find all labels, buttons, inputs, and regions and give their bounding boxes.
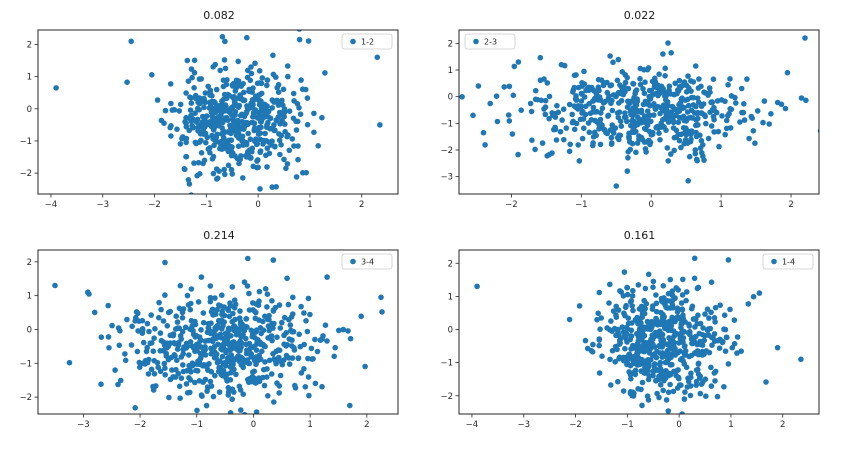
legend-marker — [472, 38, 479, 45]
x-tick-label: 0 — [255, 200, 260, 210]
x-tick-label: −1 — [575, 200, 588, 210]
y-tick-label: −1 — [440, 359, 453, 369]
x-tick-label: −4 — [45, 200, 58, 210]
x-tick-label: 0 — [676, 420, 681, 430]
y-tick-label: 2 — [447, 39, 452, 49]
plot-title: 0.082 — [203, 9, 235, 22]
x-tick-label: 2 — [359, 200, 364, 210]
y-tick-label: −2 — [19, 393, 32, 403]
scatter-points — [52, 255, 385, 414]
y-tick-label: 0 — [447, 93, 452, 103]
x-tick-label: −2 — [134, 420, 147, 430]
x-tick-label: −3 — [517, 420, 530, 430]
legend: 1-2 — [341, 33, 393, 50]
subplot-bottom-right: 0.161 −4 −3 −2 −1 0 1 2 −2 −1 0 1 2 1-4 — [423, 228, 844, 444]
y-tick-label: 1 — [27, 292, 32, 302]
x-tick-label: −3 — [77, 420, 90, 430]
x-tick-label: 0 — [648, 200, 653, 210]
subplot-top-left: 0.082 −4 −3 −2 −1 0 1 2 −2 −1 0 1 2 1-2 — [2, 8, 423, 224]
legend-label: 2-3 — [484, 38, 497, 47]
scatter-points — [458, 35, 819, 189]
x-tick-label: 2 — [788, 200, 793, 210]
y-tick-label: 2 — [447, 259, 452, 269]
y-tick-label: 1 — [447, 66, 452, 76]
y-tick-label: −1 — [19, 137, 32, 147]
legend-label: 3-4 — [361, 258, 374, 267]
y-tick-label: 0 — [447, 326, 452, 336]
x-tick-label: 1 — [307, 200, 312, 210]
x-tick-label: 2 — [364, 420, 369, 430]
x-tick-label: 1 — [718, 200, 723, 210]
axes-spines — [458, 249, 819, 415]
legend-marker — [770, 258, 777, 265]
y-tick-label: −1 — [19, 359, 32, 369]
y-tick-label: −2 — [440, 146, 453, 156]
y-tick-label: 0 — [27, 325, 32, 335]
x-tick-label: −1 — [190, 420, 203, 430]
axes-spines — [458, 29, 819, 195]
x-tick-label: 1 — [307, 420, 312, 430]
x-tick-label: −4 — [465, 420, 478, 430]
x-tick-label: 2 — [780, 420, 785, 430]
x-tick-label: 0 — [251, 420, 256, 430]
subplot-top-right: 0.022 −2 −1 0 1 2 −3 −2 −1 0 1 2 2-3 — [423, 8, 844, 224]
x-tick-label: −2 — [148, 200, 161, 210]
x-tick-label: −2 — [569, 420, 582, 430]
legend: 2-3 — [464, 33, 515, 50]
y-tick-label: −1 — [440, 119, 453, 129]
axes-spines — [37, 249, 399, 415]
y-tick-label: −2 — [19, 169, 32, 179]
scatter-points — [53, 30, 383, 194]
y-tick-label: 2 — [27, 258, 32, 268]
scatter-plot: −4 −3 −2 −1 0 1 2 −2 −1 0 1 2 1-2 — [19, 29, 399, 210]
plot-title: 0.214 — [203, 229, 235, 242]
scatter-plot: −3 −2 −1 0 1 2 −2 −1 0 1 2 3-4 — [19, 249, 399, 430]
axes-spines — [37, 29, 399, 195]
legend-label: 1-4 — [782, 258, 795, 267]
scatter-plot: −4 −3 −2 −1 0 1 2 −2 −1 0 1 2 1-4 — [440, 249, 819, 430]
legend-marker — [350, 258, 356, 265]
subplot-bottom-left: 0.214 −3 −2 −1 0 1 2 −2 −1 0 1 2 3-4 — [2, 228, 423, 444]
legend: 3-4 — [341, 253, 393, 270]
scatter-matrix-figure: 0.082 −4 −3 −2 −1 0 1 2 −2 −1 0 1 2 1-2 0.022 −2 −1 0 1… — [2, 8, 844, 444]
x-tick-label: −2 — [505, 200, 518, 210]
scatter-plot: −2 −1 0 1 2 −3 −2 −1 0 1 2 2-3 — [440, 29, 819, 210]
y-tick-label: −2 — [440, 392, 453, 402]
y-tick-label: 2 — [27, 40, 32, 50]
y-tick-label: −3 — [440, 173, 453, 183]
y-tick-label: 0 — [27, 105, 32, 115]
y-tick-label: 1 — [27, 73, 32, 83]
x-tick-label: −3 — [96, 200, 109, 210]
legend-marker — [350, 38, 356, 45]
x-tick-label: −1 — [621, 420, 634, 430]
x-tick-label: 1 — [728, 420, 733, 430]
x-tick-label: −1 — [200, 200, 213, 210]
legend: 1-4 — [762, 253, 813, 270]
legend-label: 1-2 — [361, 38, 374, 47]
plot-title: 0.161 — [623, 229, 656, 242]
y-tick-label: 1 — [447, 292, 452, 302]
plot-title: 0.022 — [623, 9, 656, 22]
scatter-points — [473, 255, 804, 414]
